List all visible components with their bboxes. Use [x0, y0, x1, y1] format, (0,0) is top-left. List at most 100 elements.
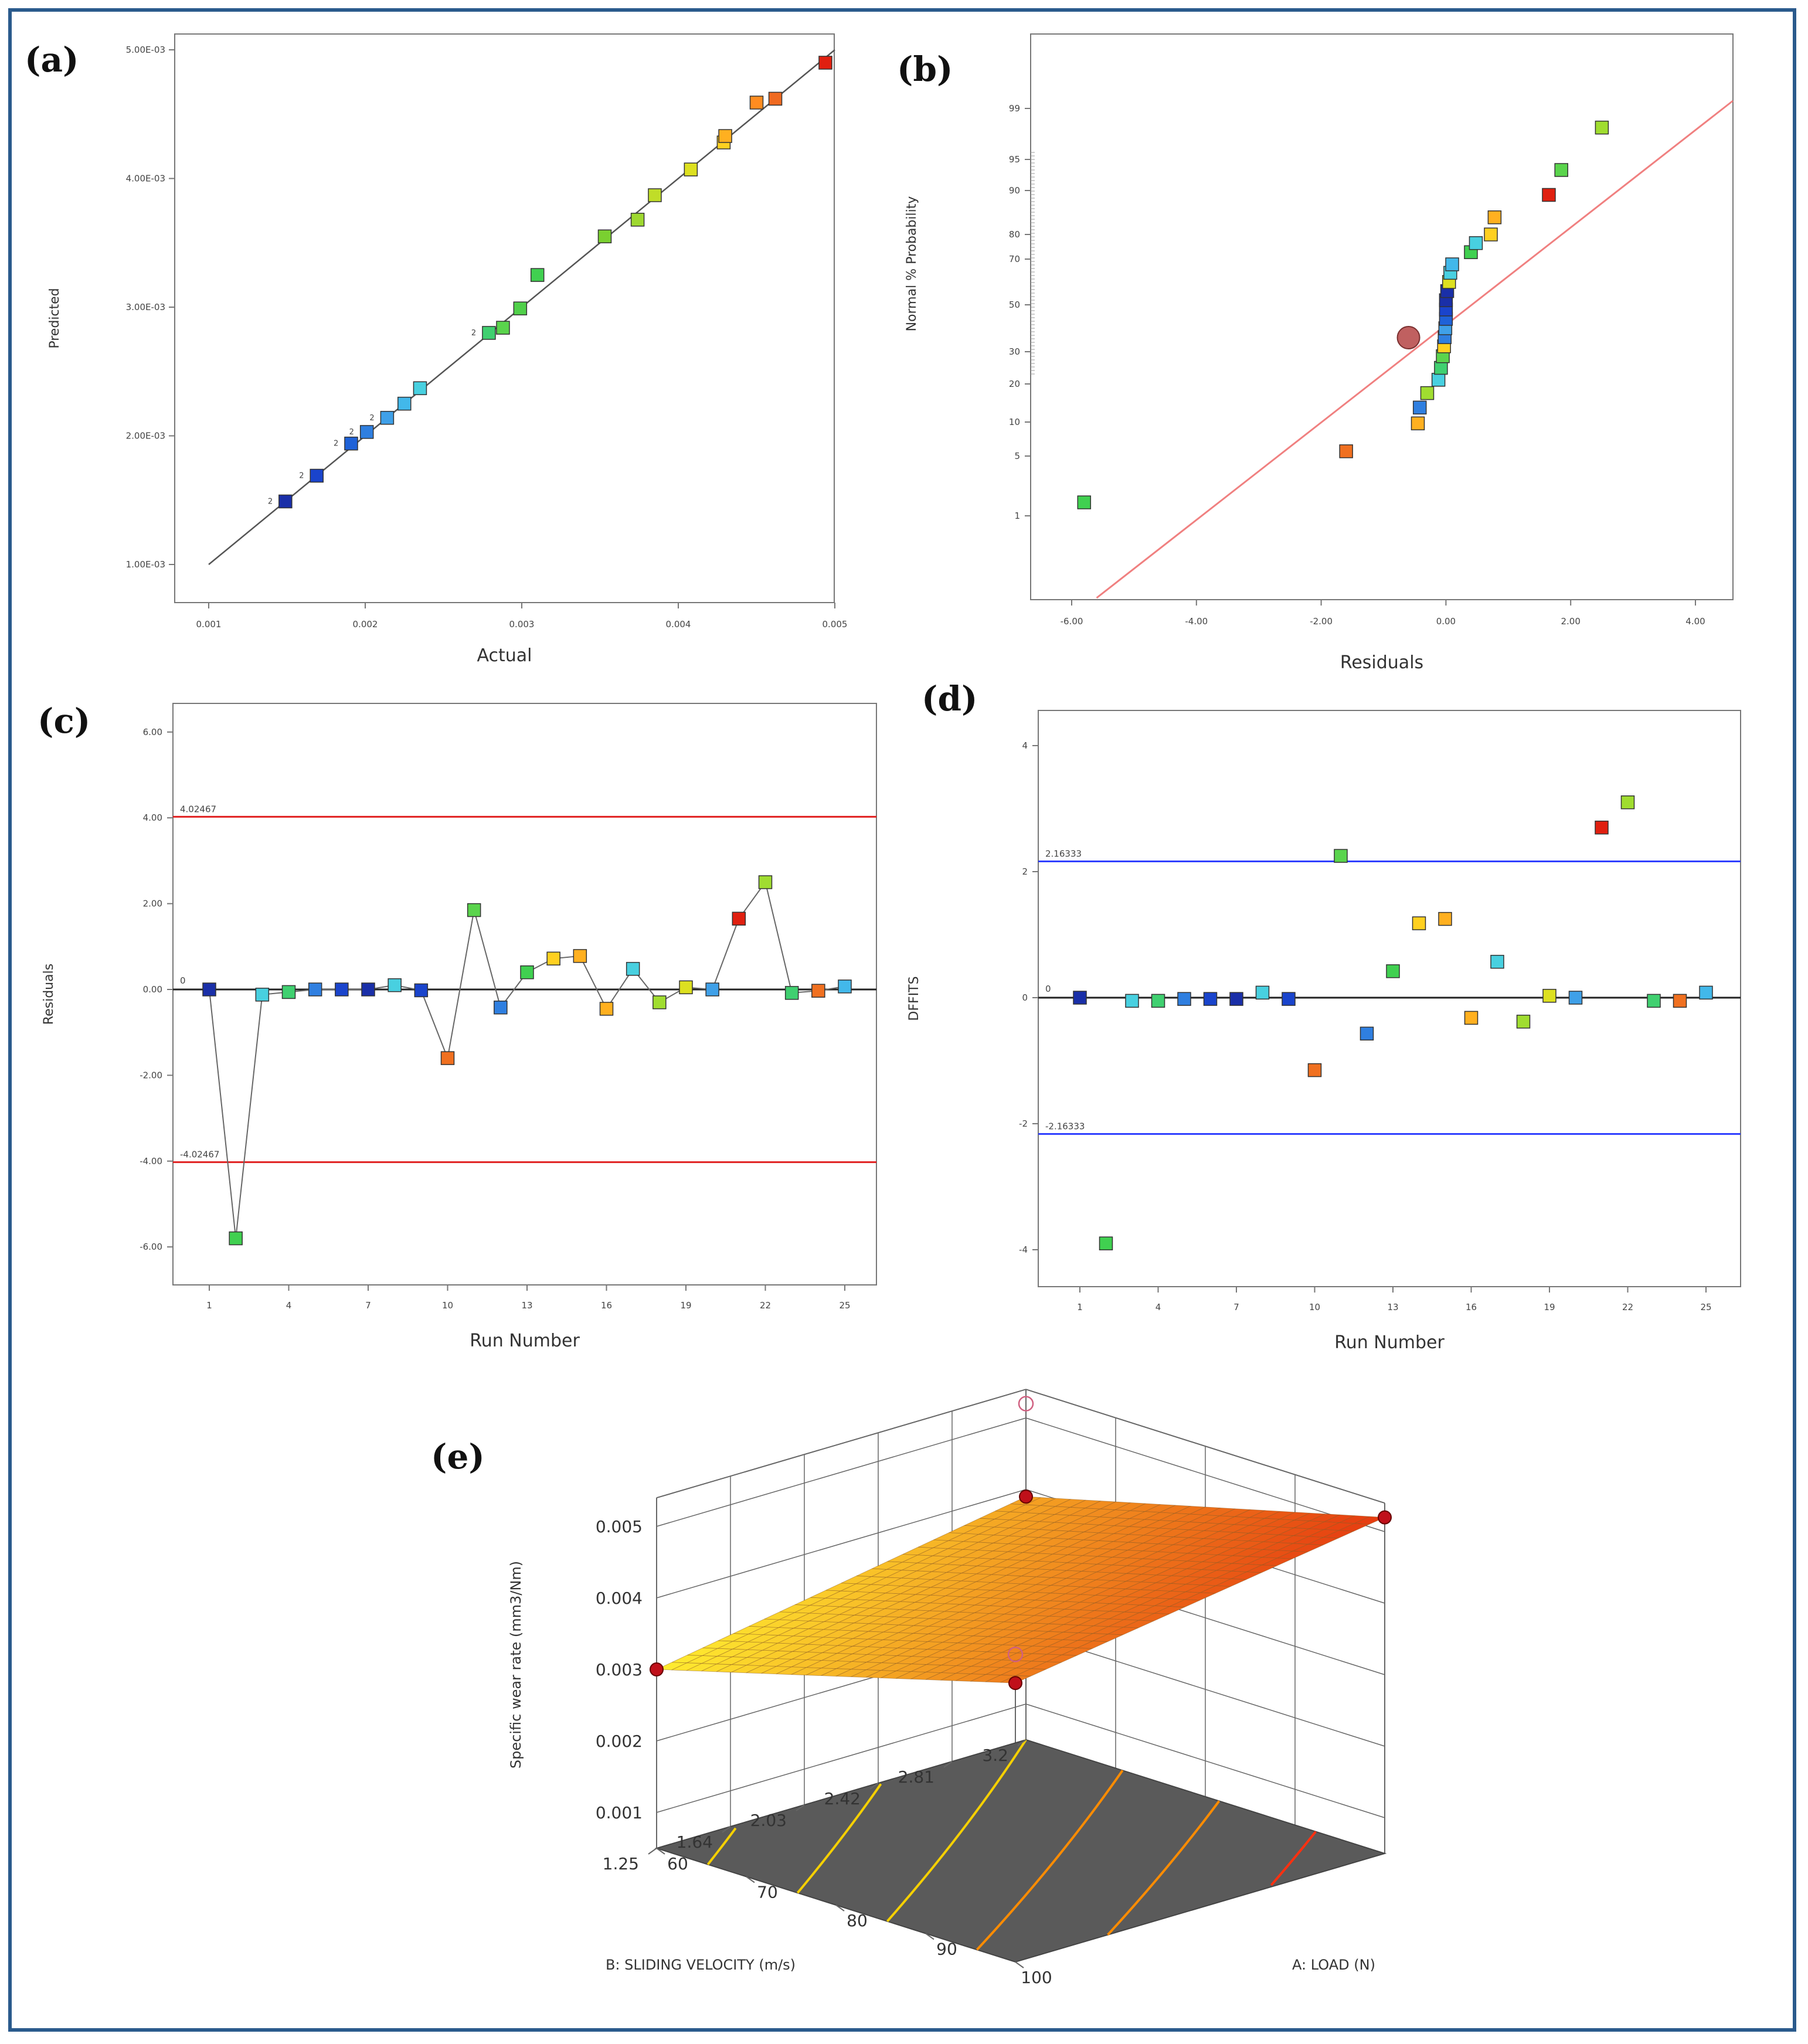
- panel-b-y-tick-label: 95: [1009, 154, 1020, 165]
- panel-a-point: [513, 301, 528, 315]
- panel-a-point-count: 2: [369, 414, 374, 423]
- panel-e-design-point: [650, 1662, 664, 1676]
- panel-b-x-tick-label: -2.00: [1310, 616, 1333, 627]
- panel-c-point: [335, 982, 349, 997]
- panel-d-point: [1516, 1015, 1531, 1029]
- figure-frame: [8, 8, 1796, 2032]
- panel-a-point: [380, 411, 395, 425]
- panel-b-ticks: -6.00 -4.00 -2.00 0.00 2.00 4.00 1 5 10 20 30 50 70 8…: [1009, 103, 1705, 627]
- panel-b-point: [1431, 373, 1446, 387]
- panel-b-y-tick-label: 99: [1009, 103, 1020, 114]
- panel-d-point: [1334, 849, 1348, 863]
- panel-a-point: [630, 212, 645, 227]
- panel-e-grid-line: [656, 1417, 1027, 1527]
- panel-e-z-tick-label: 0.002: [596, 1732, 643, 1751]
- panel-a-x-tick-label: 0.001: [196, 619, 222, 630]
- panel-d-limit-label: 2.16333: [1045, 848, 1082, 859]
- panel-c-y-axis-label: Residuals: [42, 964, 56, 1025]
- panel-c-x-axis-label: Run Number: [470, 1331, 580, 1351]
- panel-d-points: [1073, 795, 1713, 1250]
- panel-c-point: [494, 1000, 508, 1015]
- panel-c-point: [705, 982, 719, 997]
- panel-d-point: [1099, 1236, 1113, 1250]
- panel-c-point: [732, 912, 746, 926]
- panel-e-design-point: [1378, 1510, 1392, 1525]
- panel-b-y-tick-label: 50: [1009, 300, 1020, 310]
- panel-c-points: [202, 875, 852, 1246]
- panel-a-y-tick-label: 2.00E-03: [126, 431, 165, 441]
- panel-a-point: [496, 321, 510, 335]
- panel-d-point: [1282, 992, 1296, 1006]
- panel-d-point: [1620, 795, 1635, 810]
- panel-e-contour-line: [1107, 1800, 1221, 1936]
- panel-c-y-tick-label: -2.00: [140, 1070, 162, 1080]
- panel-e-contour-line: [796, 1783, 882, 1894]
- panel-d-x-tick-label: 10: [1309, 1302, 1320, 1312]
- panel-e-contour-line: [886, 1739, 1027, 1923]
- panel-c-label: (c): [38, 701, 90, 741]
- panel-d-point: [1073, 991, 1087, 1005]
- panel-e-load-tick: [746, 1876, 755, 1883]
- panel-c-x-tick-label: 16: [601, 1300, 612, 1311]
- panel-b-normal-line: [1096, 100, 1734, 599]
- panel-a-point-count: 2: [268, 497, 273, 506]
- panel-e-load-tick: [656, 1848, 665, 1855]
- panel-c-zero-label: 0: [180, 975, 186, 986]
- panel-e-velocity-tick-label: 2.03: [750, 1811, 787, 1830]
- panel-b-y-tick-label: 30: [1009, 346, 1020, 357]
- panel-e-contour-line: [1270, 1831, 1317, 1886]
- panel-a-point-count: 2: [334, 440, 338, 448]
- panel-c-point: [546, 951, 560, 966]
- panel-d-y-tick-label: -4: [1019, 1244, 1028, 1255]
- panel-c-x-tick-label: 4: [286, 1300, 292, 1311]
- panel-c: (c) 1 4 7 10 13 16 19 22 25 -6.00 -4.00 -2.00 0.00 2.…: [38, 701, 877, 1351]
- panel-b: (b) -6.00 -4.00 -2.00 0.00 2.00 4.00 1 5 10 20 30 5…: [897, 33, 1734, 673]
- panel-c-point: [573, 949, 587, 963]
- panel-e-load-tick: [1015, 1961, 1024, 1968]
- panel-e-velocity-tick-label: 2.42: [824, 1789, 861, 1808]
- panel-d-point: [1412, 916, 1426, 930]
- panel-c-plot-area: [172, 703, 877, 1285]
- panel-d-y-tick-label: 2: [1022, 866, 1028, 877]
- panel-e-velocity-tick: [796, 1804, 805, 1811]
- panel-d-point: [1177, 992, 1191, 1006]
- panel-c-point: [838, 980, 852, 994]
- panel-a-point: [397, 396, 412, 411]
- panel-c-point: [440, 1051, 455, 1065]
- panel-e-design-points: [650, 1396, 1392, 1691]
- panel-a-point: [344, 436, 358, 451]
- panel-b-point: [1420, 386, 1435, 400]
- panel-d-point: [1464, 1011, 1479, 1025]
- panel-c-point: [758, 875, 773, 889]
- panel-d-point: [1647, 994, 1661, 1008]
- panel-c-point: [202, 982, 216, 997]
- panel-c-series-line: [209, 880, 845, 1239]
- panel-a: (a) 0.001 0.002 0.003 0.004 0.005 1.00E-03 2.0…: [25, 33, 847, 666]
- panel-e-floor: [654, 1739, 1387, 1963]
- panel-d-point: [1151, 994, 1165, 1008]
- panel-d-point: [1125, 994, 1139, 1008]
- panel-c-y-tick-label: -6.00: [140, 1242, 162, 1252]
- panel-c-point: [467, 903, 481, 917]
- panel-b-y-tick-label: 70: [1009, 254, 1020, 264]
- panel-b-point: [1412, 400, 1427, 415]
- panel-d-x-tick-label: 13: [1387, 1302, 1398, 1312]
- panel-c-point: [281, 985, 296, 999]
- panel-e-grid-line: [656, 1703, 1027, 1813]
- panel-b-y-tick-label: 1: [1014, 511, 1020, 521]
- panel-d-point: [1203, 992, 1218, 1006]
- panel-e-hidden-point: [1007, 1647, 1024, 1662]
- panel-e-velocity-tick-label: 1.25: [603, 1854, 639, 1873]
- panel-e-z-tick-label: 0.004: [596, 1589, 643, 1608]
- panel-b-point: [1411, 416, 1425, 431]
- panel-e-load-tick-label: 90: [936, 1940, 957, 1959]
- panel-a-y-tick-label: 4.00E-03: [126, 174, 165, 184]
- panel-b-y-axis-label: Normal % Probability: [905, 196, 919, 332]
- panel-b-y-tick-label: 90: [1009, 185, 1020, 196]
- panel-d-point: [1360, 1026, 1374, 1041]
- panel-a-point-count: 2: [349, 428, 354, 437]
- panel-e-ticks: 0.001 0.002 0.003 0.004 0.005 60 70 80 90 100 1.25…: [596, 1517, 1052, 1987]
- panel-b-point: [1434, 360, 1448, 375]
- panel-d-point: [1229, 992, 1243, 1006]
